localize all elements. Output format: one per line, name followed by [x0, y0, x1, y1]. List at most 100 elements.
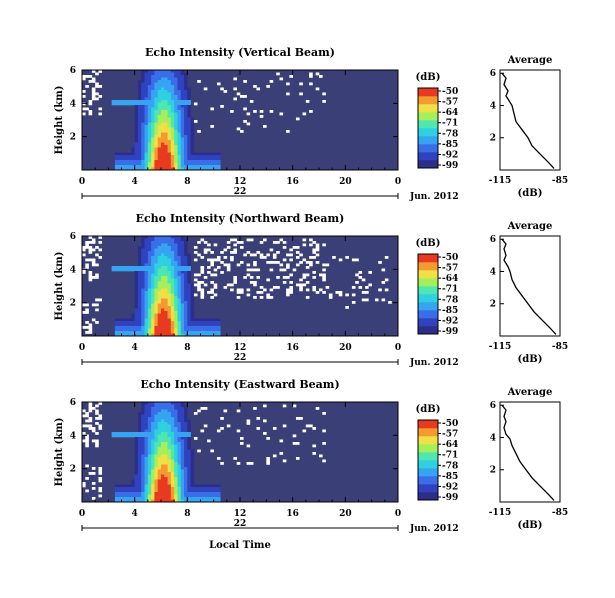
heatmap-cell — [154, 253, 159, 257]
missing-data-cell — [315, 248, 320, 252]
heatmap-cell — [167, 306, 172, 309]
heatmap-cell — [134, 313, 139, 317]
missing-data-cell — [240, 437, 244, 440]
heatmap-cell — [187, 497, 191, 500]
heatmap-cell — [200, 492, 205, 495]
heatmap-cell — [184, 459, 188, 463]
heatmap-cell — [124, 487, 129, 490]
heatmap-cell — [167, 499, 172, 503]
missing-data-cell — [295, 256, 300, 259]
heatmap-cell — [174, 248, 178, 252]
heatmap-cell — [137, 328, 142, 332]
heatmap-cell — [161, 241, 165, 244]
heatmap-cell — [177, 404, 182, 408]
missing-data-cell — [95, 321, 99, 324]
heatmap-cell — [157, 261, 162, 264]
heatmap-cell — [177, 484, 182, 488]
heatmap-cell — [137, 152, 142, 156]
heatmap-cell — [137, 301, 142, 304]
heatmap-cell — [128, 331, 132, 334]
missing-data-cell — [216, 266, 221, 269]
heatmap-cell — [161, 303, 165, 307]
heatmap-cell — [134, 477, 139, 480]
heatmap-cell — [187, 326, 191, 329]
heatmap-cell — [124, 497, 129, 500]
colorbar-segment — [418, 318, 438, 327]
heatmap-cell — [161, 162, 165, 166]
heatmap-cell — [161, 145, 165, 148]
heatmap-cell — [131, 147, 135, 151]
heatmap-cell — [141, 459, 145, 463]
profile-y-tick-label: 4 — [490, 433, 496, 443]
x-tick-label: 20 — [339, 343, 352, 353]
heatmap-cell — [187, 301, 191, 304]
heatmap-cell — [151, 238, 155, 242]
missing-data-cell — [240, 288, 244, 292]
heatmap-cell — [157, 417, 162, 420]
heatmap-cell — [180, 494, 185, 498]
missing-data-cell — [312, 271, 317, 274]
heatmap-cell — [141, 422, 145, 425]
missing-data-cell — [246, 238, 251, 242]
heatmap-cell — [157, 162, 162, 166]
heatmap-cell — [177, 120, 182, 123]
heatmap-cell — [134, 469, 139, 473]
heatmap-cell — [141, 120, 145, 123]
heatmap-cell — [177, 298, 182, 302]
heatmap-cell — [164, 253, 168, 257]
missing-data-cell — [246, 422, 251, 425]
missing-data-cell — [322, 92, 326, 96]
heatmap-cell — [147, 469, 152, 473]
missing-data-cell — [220, 417, 224, 420]
missing-data-cell — [98, 236, 103, 239]
heatmap-cell — [174, 110, 178, 113]
colorbar-segment — [418, 302, 438, 311]
heatmap-cell — [200, 326, 205, 329]
heatmap-cell — [161, 80, 165, 83]
heatmap-cell — [141, 419, 145, 423]
heatmap-cell — [114, 331, 119, 334]
heatmap-cell — [187, 167, 191, 171]
heatmap-cell — [134, 449, 139, 453]
heatmap-cell — [190, 137, 195, 141]
heatmap-cell — [174, 80, 178, 83]
heatmap-cell — [157, 248, 162, 252]
missing-data-cell — [289, 253, 293, 257]
heatmap-cell — [154, 311, 159, 314]
heatmap-cell — [187, 447, 191, 450]
heatmap-cell — [170, 328, 175, 332]
missing-data-cell — [292, 442, 297, 445]
heatmap-cell — [157, 92, 162, 96]
heatmap-cell — [184, 447, 188, 450]
heatmap-cell — [144, 442, 149, 445]
heatmap-cell — [134, 432, 139, 435]
heatmap-cell — [128, 328, 132, 332]
heatmap-cell — [157, 429, 162, 433]
heatmap-cell — [118, 100, 122, 103]
heatmap-cell — [144, 412, 149, 415]
heatmap-cell — [161, 248, 165, 252]
heatmap-cell — [141, 444, 145, 448]
heatmap-cell — [137, 474, 142, 478]
heatmap-cell — [118, 318, 122, 322]
heatmap-cell — [203, 162, 208, 166]
heatmap-cell — [144, 107, 149, 111]
missing-data-cell — [233, 87, 238, 91]
heatmap-cell — [154, 273, 159, 277]
heatmap-cell — [180, 449, 185, 453]
heatmap-cell — [114, 167, 119, 171]
missing-data-cell — [213, 293, 218, 297]
heatmap-cell — [134, 276, 139, 279]
heatmap-cell — [147, 110, 152, 113]
heatmap-cell — [164, 271, 168, 274]
heatmap-cell — [170, 301, 175, 304]
heatmap-cell — [207, 487, 211, 490]
heatmap-cell — [141, 110, 145, 113]
heatmap-cell — [154, 268, 159, 272]
heatmap-cell — [167, 243, 172, 247]
heatmap-cell — [216, 328, 221, 332]
heatmap-cell — [151, 308, 155, 312]
missing-data-cell — [216, 429, 221, 433]
heatmap-cell — [144, 298, 149, 302]
